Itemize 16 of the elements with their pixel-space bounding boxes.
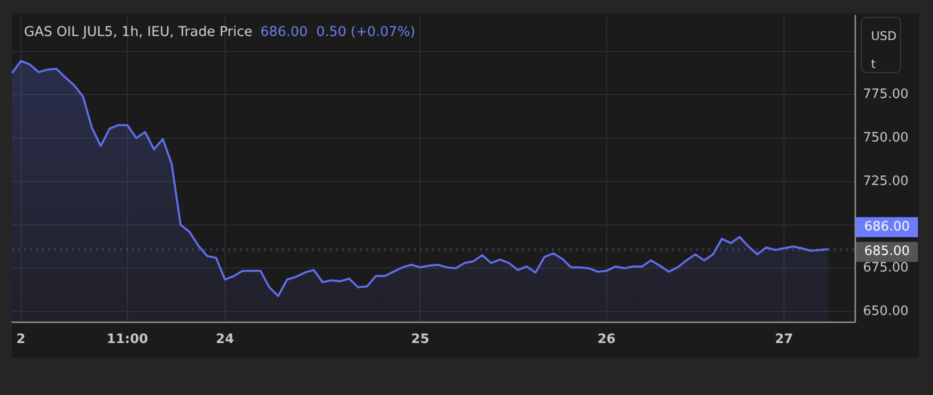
y-tick-label: 650.00 (863, 304, 908, 319)
x-tick-label: 26 (597, 332, 616, 348)
y-tick-label: 675.00 (863, 260, 908, 276)
text: 686.00 0.50 (+0.07%) (260, 24, 416, 40)
ref-line-label: 685.00 (864, 244, 910, 260)
y-tick-label: 750.00 (863, 130, 908, 146)
x-tick-label: 24 (216, 332, 234, 348)
x-tick-label: 27 (774, 332, 794, 348)
y-axis-title: USD t (861, 17, 901, 73)
y-tick-label: 725.00 (863, 174, 908, 189)
text: GAS OIL JUL5, 1h, IEU, Trade Price (24, 24, 252, 40)
y-tick-label: 775.00 (863, 87, 908, 102)
x-tick-label: 2 (16, 332, 26, 348)
x-tick-label: 11:00 (106, 332, 148, 348)
ref-line-label: 686.00 (864, 220, 910, 235)
x-tick-label: 25 (411, 332, 430, 348)
